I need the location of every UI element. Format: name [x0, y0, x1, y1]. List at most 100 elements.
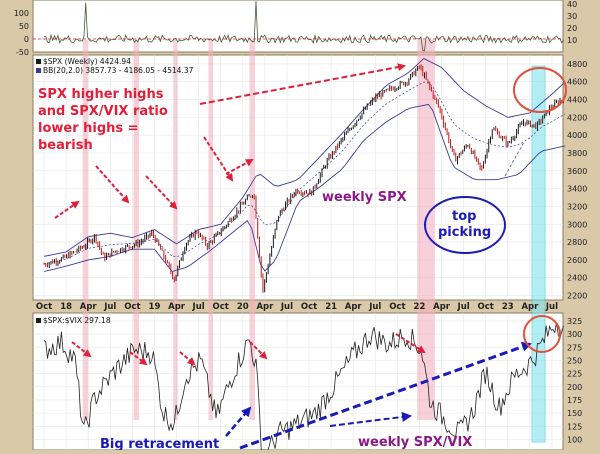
x-tick-label: Jul — [103, 302, 116, 312]
ratio-y-tick: 150 — [567, 409, 582, 418]
price-y-tick: 4400 — [567, 96, 587, 105]
ratio-panel-bg — [32, 312, 564, 451]
bollinger-upper-band — [43, 58, 566, 257]
annotation-top: top — [452, 209, 476, 224]
x-tick-label: Jul — [192, 302, 205, 312]
annotation-line-3: lower highs = — [38, 121, 139, 136]
arrow-price-5 — [225, 159, 254, 175]
bollinger-middle-band — [43, 81, 566, 265]
x-tick-label: 19 — [149, 302, 161, 312]
ratio-y-tick: 275 — [567, 343, 582, 352]
price-bars — [43, 64, 564, 293]
x-tick-label: Oct — [213, 302, 229, 312]
annotation-line-1: SPX higher highs — [38, 87, 164, 102]
price-legend-swatch-1 — [36, 59, 41, 64]
top-picking-circle — [424, 196, 506, 254]
price-legend-swatch-2 — [36, 68, 41, 73]
price-y-tick: 2200 — [567, 292, 587, 301]
ratio-y-tick: 175 — [567, 396, 582, 405]
x-tick-label: Apr — [433, 302, 451, 312]
bollinger-lower-band — [43, 103, 566, 273]
ratio-line — [43, 322, 564, 451]
x-tick-label: Oct — [36, 302, 52, 312]
ratio-y-tick: 125 — [567, 422, 582, 431]
ratio-y-tick: 300 — [567, 330, 582, 339]
x-tick-label: Jul — [457, 302, 470, 312]
axis-ticks: Oct 18 Apr Jul Oct 19 Apr Jul Oct 20 Apr Jul Oct 21 Ap… — [14, 0, 588, 444]
x-tick-label: 23 — [502, 302, 514, 312]
ratio-y-tick: 200 — [567, 383, 582, 392]
x-tick-label: Jul — [368, 302, 381, 312]
price-y-tick: 4000 — [567, 131, 587, 140]
annotation-picking: picking — [438, 225, 491, 240]
top-panel-bg — [32, 0, 564, 53]
ratio-y-tick: 100 — [567, 435, 582, 444]
x-tick-label: Jul — [280, 302, 293, 312]
price-y-tick: 4800 — [567, 60, 587, 69]
x-tick-label: Apr — [521, 302, 539, 312]
price-y-tick: 3200 — [567, 202, 587, 211]
top-right-tick: 10 — [567, 36, 577, 45]
x-tick-label: Oct — [478, 302, 494, 312]
annotation-weekly-spx-vix: weekly SPX/VIX — [358, 435, 472, 450]
top-right-tick: 40 — [567, 0, 577, 9]
top-left-tick: -50 — [16, 48, 29, 57]
pink-band-2 — [173, 40, 178, 420]
top-left-tick: 0 — [24, 35, 29, 44]
ratio-y-tick: 325 — [567, 317, 582, 326]
top-right-tick: 20 — [567, 24, 577, 33]
top-right-tick: 30 — [567, 12, 577, 21]
pink-band-1 — [133, 40, 139, 420]
arrow-price-3 — [145, 175, 178, 210]
x-tick-label: Oct — [389, 302, 405, 312]
price-y-tick: 2400 — [567, 274, 587, 283]
pink-band-3 — [208, 40, 213, 420]
ratio-circle — [523, 315, 561, 353]
annotation-big-retracement: Big retracement — [100, 437, 219, 450]
price-support-dash — [504, 141, 525, 177]
arrow-ratio-mid — [329, 412, 412, 427]
annotation-arrows — [54, 63, 567, 450]
arrow-price-1 — [54, 200, 80, 219]
x-tick-label: 22 — [414, 302, 426, 312]
arrow-ratio-3 — [179, 351, 196, 366]
x-tick-label: Apr — [168, 302, 186, 312]
x-tick-label: Oct — [124, 302, 140, 312]
price-y-tick: 3800 — [567, 149, 587, 158]
price-y-tick: 3400 — [567, 185, 587, 194]
arrow-to-2022-high — [199, 63, 406, 105]
x-tick-label: 18 — [60, 302, 72, 312]
top-left-tick: 100 — [14, 9, 29, 18]
x-tick-label: Apr — [256, 302, 274, 312]
ratio-legend-swatch — [36, 318, 41, 323]
price-legend-2: BB(20,2.0) 3857.73 - 4186.05 - 4514.37 — [43, 66, 194, 75]
cyan-band — [531, 65, 546, 443]
annotation-line-4: bearish — [38, 138, 93, 153]
ratio-y-tick: 225 — [567, 370, 582, 379]
arrow-ratio-2 — [129, 351, 148, 366]
price-panel-bg — [32, 54, 564, 301]
price-circle — [513, 67, 567, 113]
price-y-tick: 4200 — [567, 113, 587, 122]
price-y-tick: 3600 — [567, 167, 587, 176]
ratio-y-tick: 250 — [567, 356, 582, 365]
x-tick-label: Apr — [345, 302, 363, 312]
price-y-tick: 4600 — [567, 78, 587, 87]
arrow-ratio-1 — [71, 341, 92, 358]
pink-band-0 — [82, 40, 89, 420]
arrow-retracement — [225, 406, 252, 437]
x-tick-label: Apr — [80, 302, 98, 312]
x-tick-label: Jul — [545, 302, 558, 312]
arrow-ratio-trend — [239, 341, 532, 450]
price-legend-1: $SPX (Weekly) 4424.94 — [43, 57, 131, 66]
price-y-tick: 3000 — [567, 220, 587, 229]
arrow-ratio-5 — [395, 333, 426, 354]
x-tick-label: Oct — [301, 302, 317, 312]
top-left-tick: 50 — [19, 22, 29, 31]
ratio-legend: $SPX:$VIX 297.18 — [43, 316, 111, 325]
arrow-ratio-4 — [249, 341, 268, 360]
arrow-price-2 — [95, 165, 130, 204]
price-y-tick: 2600 — [567, 256, 587, 265]
